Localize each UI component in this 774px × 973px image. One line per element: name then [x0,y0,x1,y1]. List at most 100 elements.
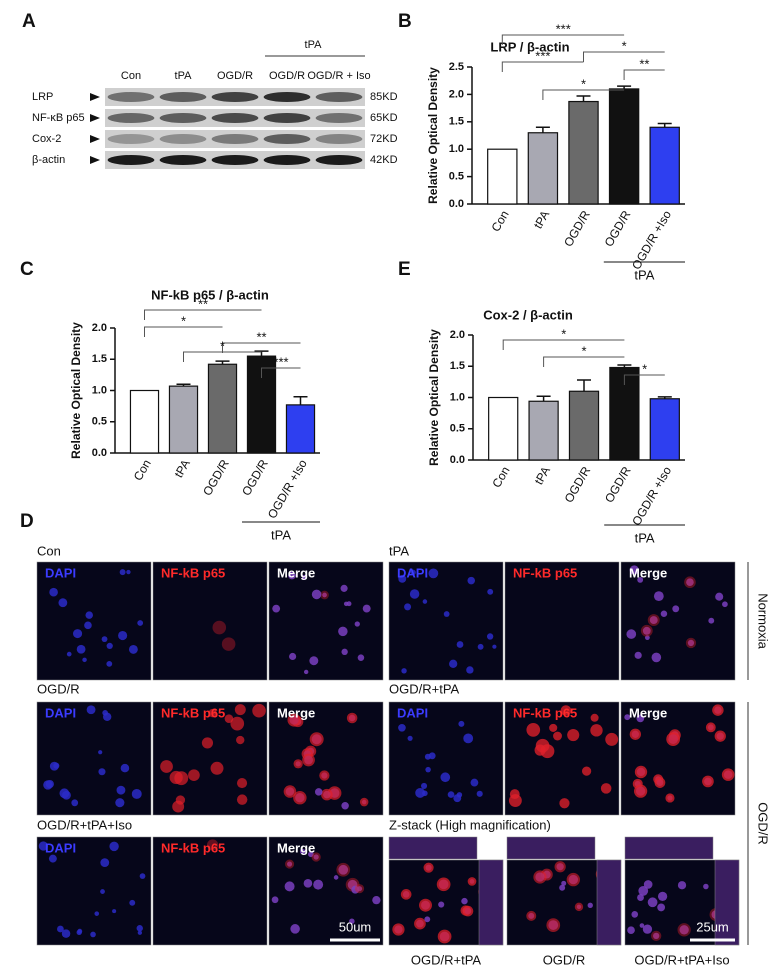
nucleus [657,891,668,902]
micrograph [504,701,620,816]
y-axis-label: Relative Optical Density [426,67,440,204]
nf-kb-signal [293,759,303,769]
chart-title: Cox-2 / β-actin [483,307,573,322]
nf-kb-signal [210,761,224,775]
nf-kb-signal [208,708,217,718]
x-tick-label: OGD/R [200,457,232,498]
error-bar [657,122,672,128]
significance-bracket [222,342,301,353]
scale-bar-label: 50um [339,919,372,934]
nucleus [637,894,644,901]
micrograph [152,836,268,946]
nf-kb-signal [160,760,173,773]
nf-kb-signal [665,793,675,803]
nf-kb-signal [311,852,321,862]
nucleus [98,768,106,776]
nucleus [422,599,428,604]
lane-label: OGD/R [217,70,253,82]
group-label: tPA [634,267,654,282]
nf-kb-signal [293,790,307,805]
z-strip-top [624,836,714,860]
nucleus [631,911,639,918]
blot-band [263,134,311,144]
nucleus [58,598,68,608]
channel-label: NF-kB p65 [161,840,225,855]
nucleus [284,881,295,892]
channel-label: DAPI [45,840,76,855]
nf-kb-signal [666,732,681,746]
significance-bracket [623,69,665,80]
nucleus [642,924,653,934]
panel-letter: C [20,259,34,280]
significance-label: * [642,361,647,376]
nf-kb-signal [321,788,333,801]
x-tick-label: tPA [532,464,553,487]
channel-label: Merge [277,565,315,580]
nucleus [438,901,445,908]
channel-label: Merge [277,840,315,855]
nf-kb-signal [437,929,452,944]
y-tick-label: 0.0 [449,198,464,210]
nucleus [624,714,631,721]
error-bar [617,85,632,89]
z-stack-label: OGD/R+tPA [411,952,482,967]
nucleus [639,923,645,928]
row-arrow [90,135,100,143]
nucleus [642,626,651,635]
nf-kb-signal [590,724,603,737]
nf-kb-signal [574,902,584,912]
nf-kb-signal [419,898,432,912]
channel-label: NF-kB p65 [513,565,577,580]
blot-band [211,113,259,123]
nf-kb-signal [320,590,329,600]
nucleus [85,611,93,619]
nucleus [101,636,108,643]
nucleus [428,752,436,760]
blot-band [211,134,259,144]
nucleus [116,785,126,795]
group-label: tPA [635,530,655,545]
nucleus [634,651,642,659]
significance-label: * [581,76,586,91]
nucleus [139,873,146,879]
nucleus [447,791,455,798]
nucleus [356,886,363,892]
significance-label: * [181,313,186,328]
nucleus [106,660,113,667]
nucleus [466,666,474,674]
nf-kb-signal [359,797,369,807]
nf-kb-signal [546,918,561,932]
nucleus [288,571,296,580]
bar [168,385,199,454]
nucleus [477,643,484,650]
condition-label: Con [37,543,61,558]
error-bar [576,95,591,102]
bar [649,398,680,461]
z-stack-label: OGD/R+tPA+Iso [634,952,729,967]
nf-kb-signal [302,753,315,767]
nucleus [76,644,86,654]
channel-label: NF-kB p65 [513,705,577,720]
x-tick-label: Con [489,208,512,234]
channel-label: DAPI [397,705,428,720]
x-tick-label: tPA [531,208,552,231]
nf-kb-signal [567,729,580,742]
nucleus [313,854,319,860]
blot-band [107,113,155,123]
nf-kb-signal [714,730,726,742]
x-tick-label: Con [131,457,154,483]
nf-kb-signal [392,923,405,936]
channel-label: Merge [629,565,667,580]
nf-kb-signal [285,859,295,869]
nucleus [308,851,314,858]
z-strip-side [714,859,740,946]
blot-band [315,92,363,102]
nucleus [137,930,143,935]
nf-kb-signal [336,862,351,877]
significance-label: *** [556,21,571,36]
bar [608,88,640,205]
nf-kb-signal [423,862,434,873]
error-bar [293,396,308,405]
nf-kb-signal [685,637,697,649]
nucleus [49,587,58,597]
